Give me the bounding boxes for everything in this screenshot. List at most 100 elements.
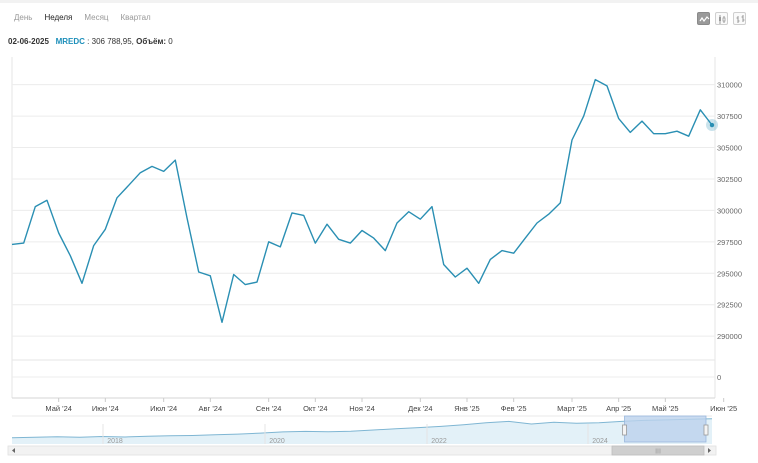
y-tick-label: 307500 [717,112,742,121]
data-point [302,214,305,217]
tab-month[interactable]: Месяц [84,13,109,22]
data-point [582,114,585,117]
data-point [454,275,457,278]
y-tick-label: 310000 [717,81,742,90]
data-point [255,280,258,283]
x-tick-label: Апр '25 [606,404,631,413]
data-point [325,223,328,226]
data-point [115,196,118,199]
data-point [197,270,200,273]
data-point [10,243,13,246]
data-point [220,321,223,324]
x-tick-label: Июл '24 [150,404,177,413]
readout-date: 02-06-2025 [8,37,49,46]
bar-chart-button[interactable] [733,12,746,25]
data-point [640,120,643,123]
bar-chart-icon [736,15,745,23]
data-point [162,170,165,173]
x-tick-label: Июн '25 [710,404,737,413]
data-point [699,108,702,111]
data-point [244,283,247,286]
x-tick-label: Окт '24 [303,404,328,413]
x-tick-label: Май '24 [45,404,72,413]
data-point [384,249,387,252]
data-point [185,216,188,219]
data-point [535,221,538,224]
navigator-year-label: 2024 [592,438,608,445]
scroll-right-arrow-icon [708,448,711,453]
data-point [617,117,620,120]
data-point [605,84,608,87]
data-point [22,241,25,244]
readout-volume-value: 0 [168,37,173,46]
navigator-year-label: 2022 [431,438,447,445]
data-point [664,132,667,135]
x-tick-label: Авг '24 [199,404,223,413]
data-point [395,221,398,224]
x-tick-label: Фев '25 [501,404,527,413]
line-chart-button[interactable] [697,12,710,25]
chart-type-buttons [697,12,746,25]
x-tick-label: Янв '25 [454,404,479,413]
data-point [372,236,375,239]
last-point-marker [709,122,715,128]
navigator-right-handle [703,424,709,436]
x-tick-label: Март '25 [557,404,587,413]
data-point [360,229,363,232]
scrollbar-track [7,445,717,456]
candlestick-chart-icon [719,15,726,24]
data-point [407,210,410,213]
y-tick-label: 295000 [717,269,742,278]
x-tick-label: Дек '24 [408,404,432,413]
data-point [337,238,340,241]
candlestick-chart-button[interactable] [715,12,728,25]
line-chart-icon [699,16,710,23]
data-point [570,138,573,141]
y-tick-label: 292500 [717,301,742,310]
data-point [290,211,293,214]
data-point [465,267,468,270]
data-point [92,244,95,247]
x-tick-label: Сен '24 [256,404,282,413]
data-point [139,171,142,174]
data-point [267,240,270,243]
data-point [279,245,282,248]
scroll-left-arrow-icon [12,448,15,453]
data-point [477,282,480,285]
x-tick-label: Ноя '24 [349,404,375,413]
navigator-selection [624,415,707,443]
data-point-readout: 02-06-2025 MREDC : 306 788,95, Объём: 0 [8,37,173,46]
tab-quarter[interactable]: Квартал [120,13,151,22]
y-tick-label: 305000 [717,144,742,153]
y-tick-label: 302500 [717,175,742,184]
navigator-year-label: 2018 [107,438,123,445]
data-point [80,282,83,285]
data-point [174,159,177,162]
data-point [314,241,317,244]
volume-y-tick-label: 0 [717,373,721,382]
navigator-area [12,418,712,444]
data-point [524,236,527,239]
data-point [652,132,655,135]
data-point [150,165,153,168]
data-point [209,274,212,277]
data-point [419,218,422,221]
navigator-year-label: 2020 [269,438,285,445]
data-point [594,78,597,81]
data-point [489,258,492,261]
readout-volume-label: Объём: [136,37,167,46]
readout-value: 306 788,95, [91,37,134,46]
scrollbar-grip: III [655,449,661,456]
data-point [675,130,678,133]
data-point [559,201,562,204]
data-point [500,249,503,252]
tab-day[interactable]: День [14,13,33,22]
data-point [57,231,60,234]
tab-week[interactable]: Неделя [44,13,73,22]
data-point [512,252,515,255]
price-line [11,78,713,323]
data-point [127,184,130,187]
period-tabs: День Неделя Месяц Квартал [8,13,157,22]
chart-toolbar: День Неделя Месяц Квартал [0,0,758,36]
